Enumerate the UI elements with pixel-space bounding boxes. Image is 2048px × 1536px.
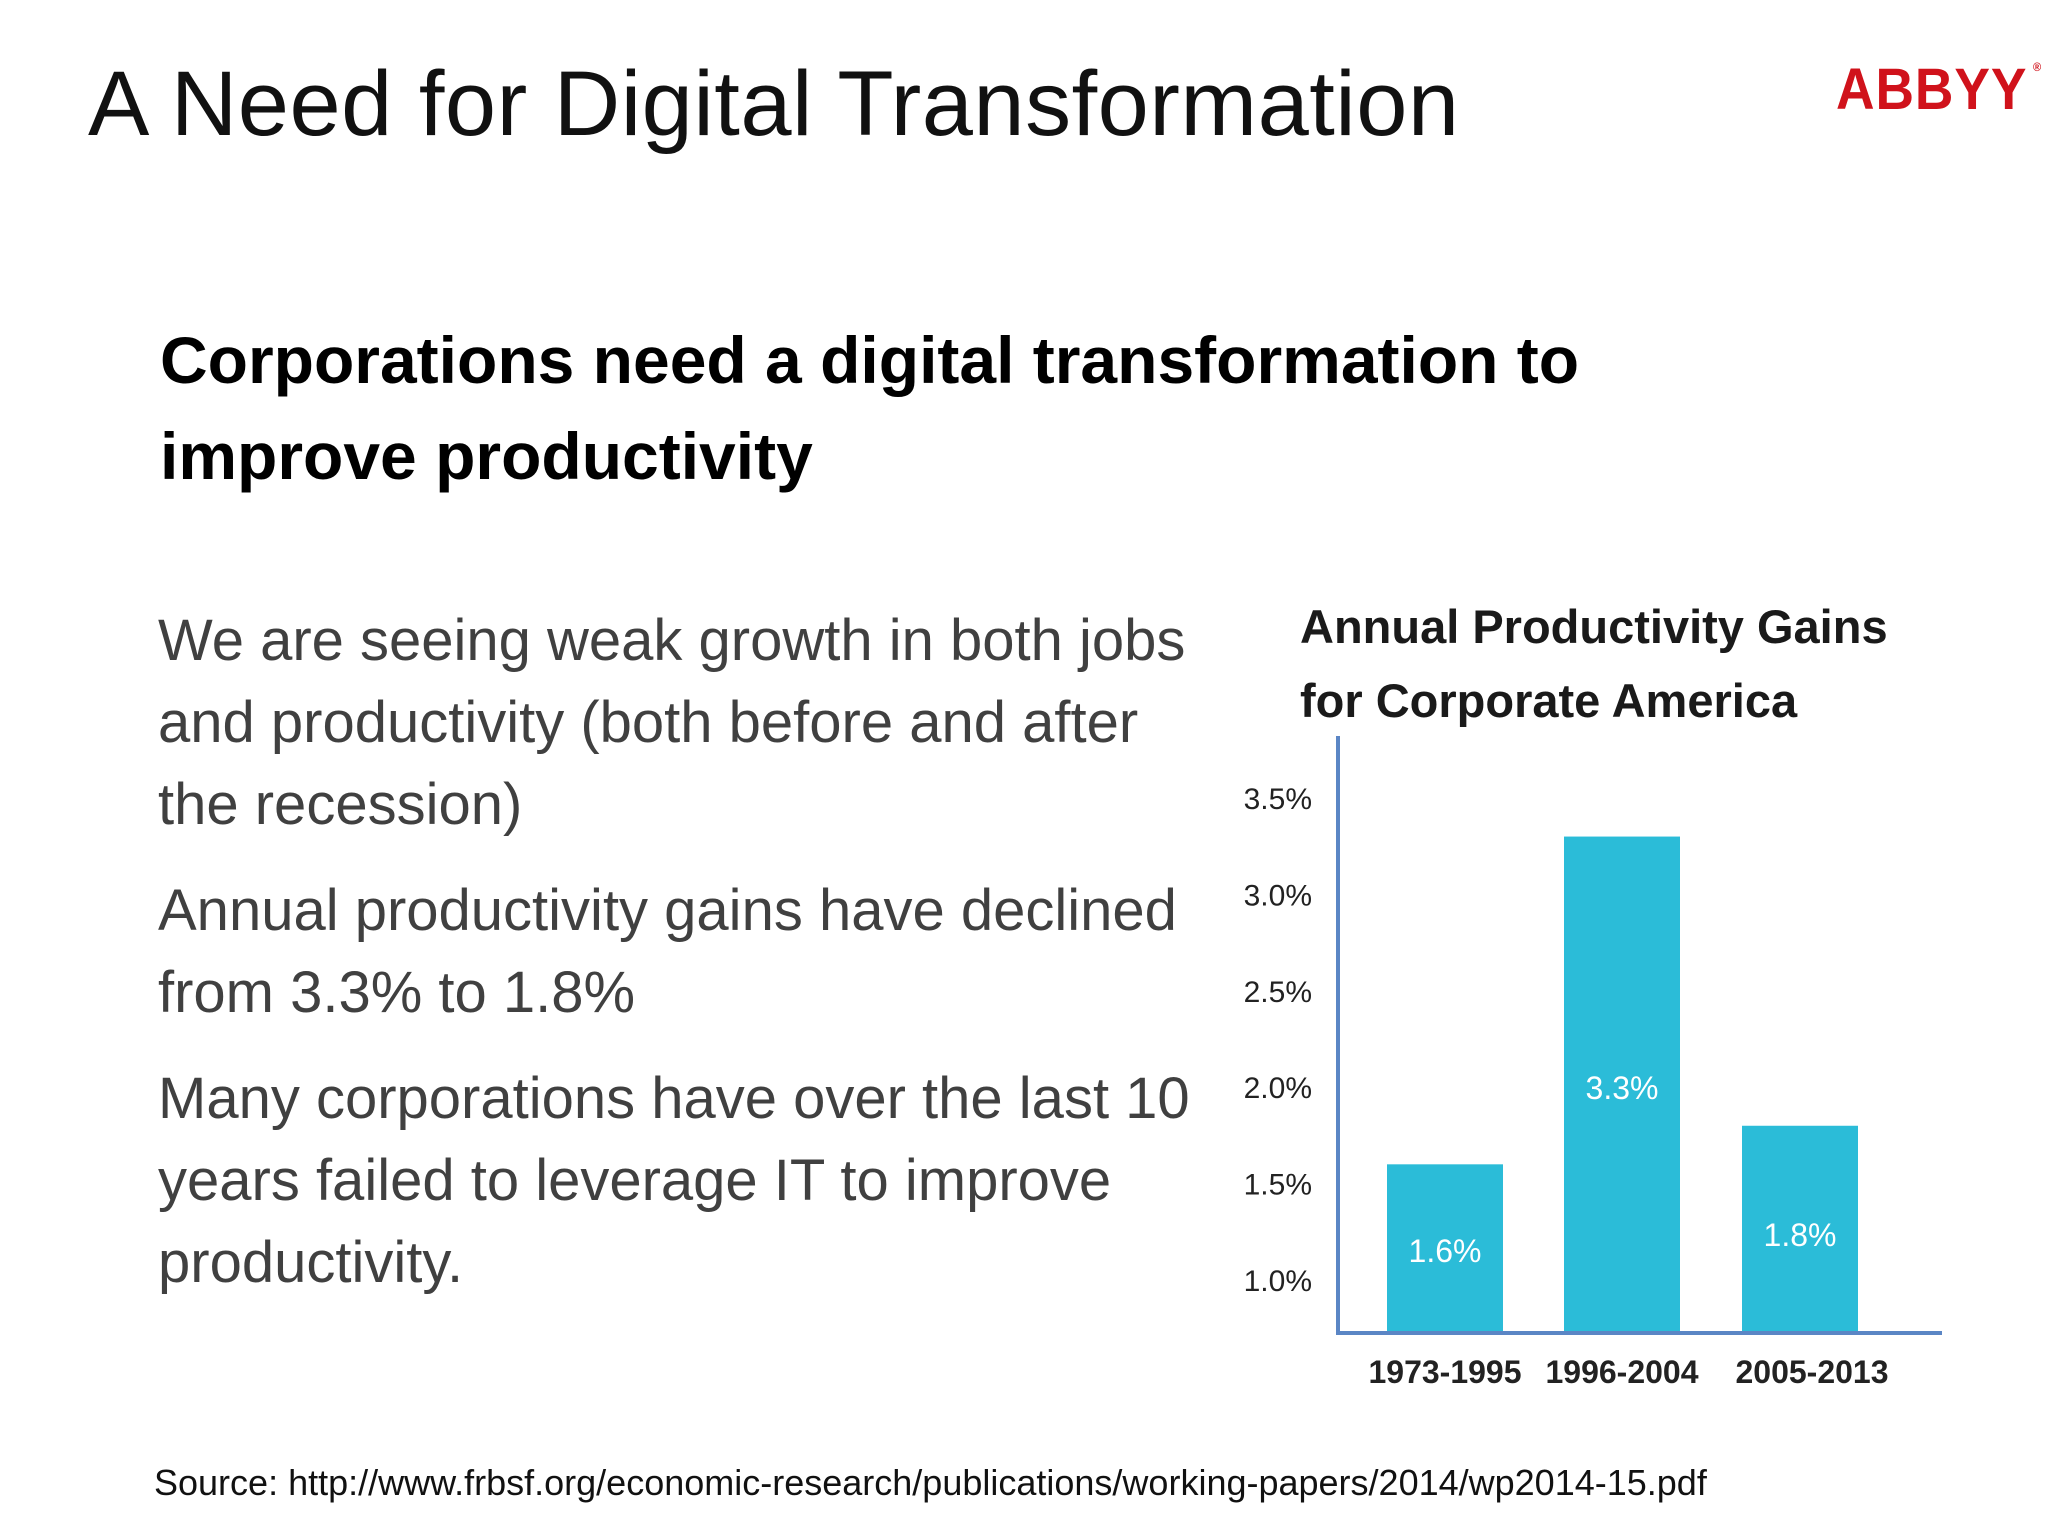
bar-data-label: 1.6% xyxy=(1409,1233,1482,1269)
y-tick-label: 2.5% xyxy=(1244,976,1312,1009)
bullet-list: We are seeing weak growth in both jobs a… xyxy=(158,600,1198,1328)
y-tick-label: 1.0% xyxy=(1244,1265,1312,1298)
bar xyxy=(1387,1164,1503,1331)
x-category-label: 1973-1995 xyxy=(1368,1354,1521,1390)
y-tick-label: 2.0% xyxy=(1244,1072,1312,1105)
x-category-label: 2005-2013 xyxy=(1735,1354,1888,1390)
logo-text: ABBYY xyxy=(1836,57,2028,122)
x-category-label: 1996-2004 xyxy=(1545,1354,1698,1390)
slide-subheading: Corporations need a digital transformati… xyxy=(160,323,1580,493)
bar xyxy=(1742,1125,1858,1331)
logo-registered-mark: ® xyxy=(2033,60,2043,74)
y-tick-label: 1.5% xyxy=(1244,1169,1312,1202)
bar-data-label: 3.3% xyxy=(1586,1070,1659,1106)
bar xyxy=(1564,836,1680,1331)
bullet-item: Annual productivity gains have declined … xyxy=(158,878,1177,1025)
bullet-item: We are seeing weak growth in both jobs a… xyxy=(158,608,1186,837)
source-citation: Source: http://www.frbsf.org/economic-re… xyxy=(154,1462,1707,1503)
bar-data-label: 1.8% xyxy=(1764,1217,1837,1253)
chart-canvas: 1.0% 1.5% 2.0% 2.5% 3.0% 3.5% 1.6% 1973-1995 3.3… xyxy=(1244,736,1942,1390)
productivity-chart: Annual Productivity Gains for Corporate … xyxy=(1180,576,2000,1396)
y-tick-label: 3.5% xyxy=(1244,783,1312,816)
abbyy-logo: ABBYY ® xyxy=(1836,56,2041,123)
bullet-item: Many corporations have over the last 10 … xyxy=(158,1066,1190,1295)
y-tick-label: 3.0% xyxy=(1244,879,1312,912)
slide-title: A Need for Digital Transformation xyxy=(88,53,1460,155)
chart-title: Annual Productivity Gains for Corporate … xyxy=(1300,600,1888,727)
